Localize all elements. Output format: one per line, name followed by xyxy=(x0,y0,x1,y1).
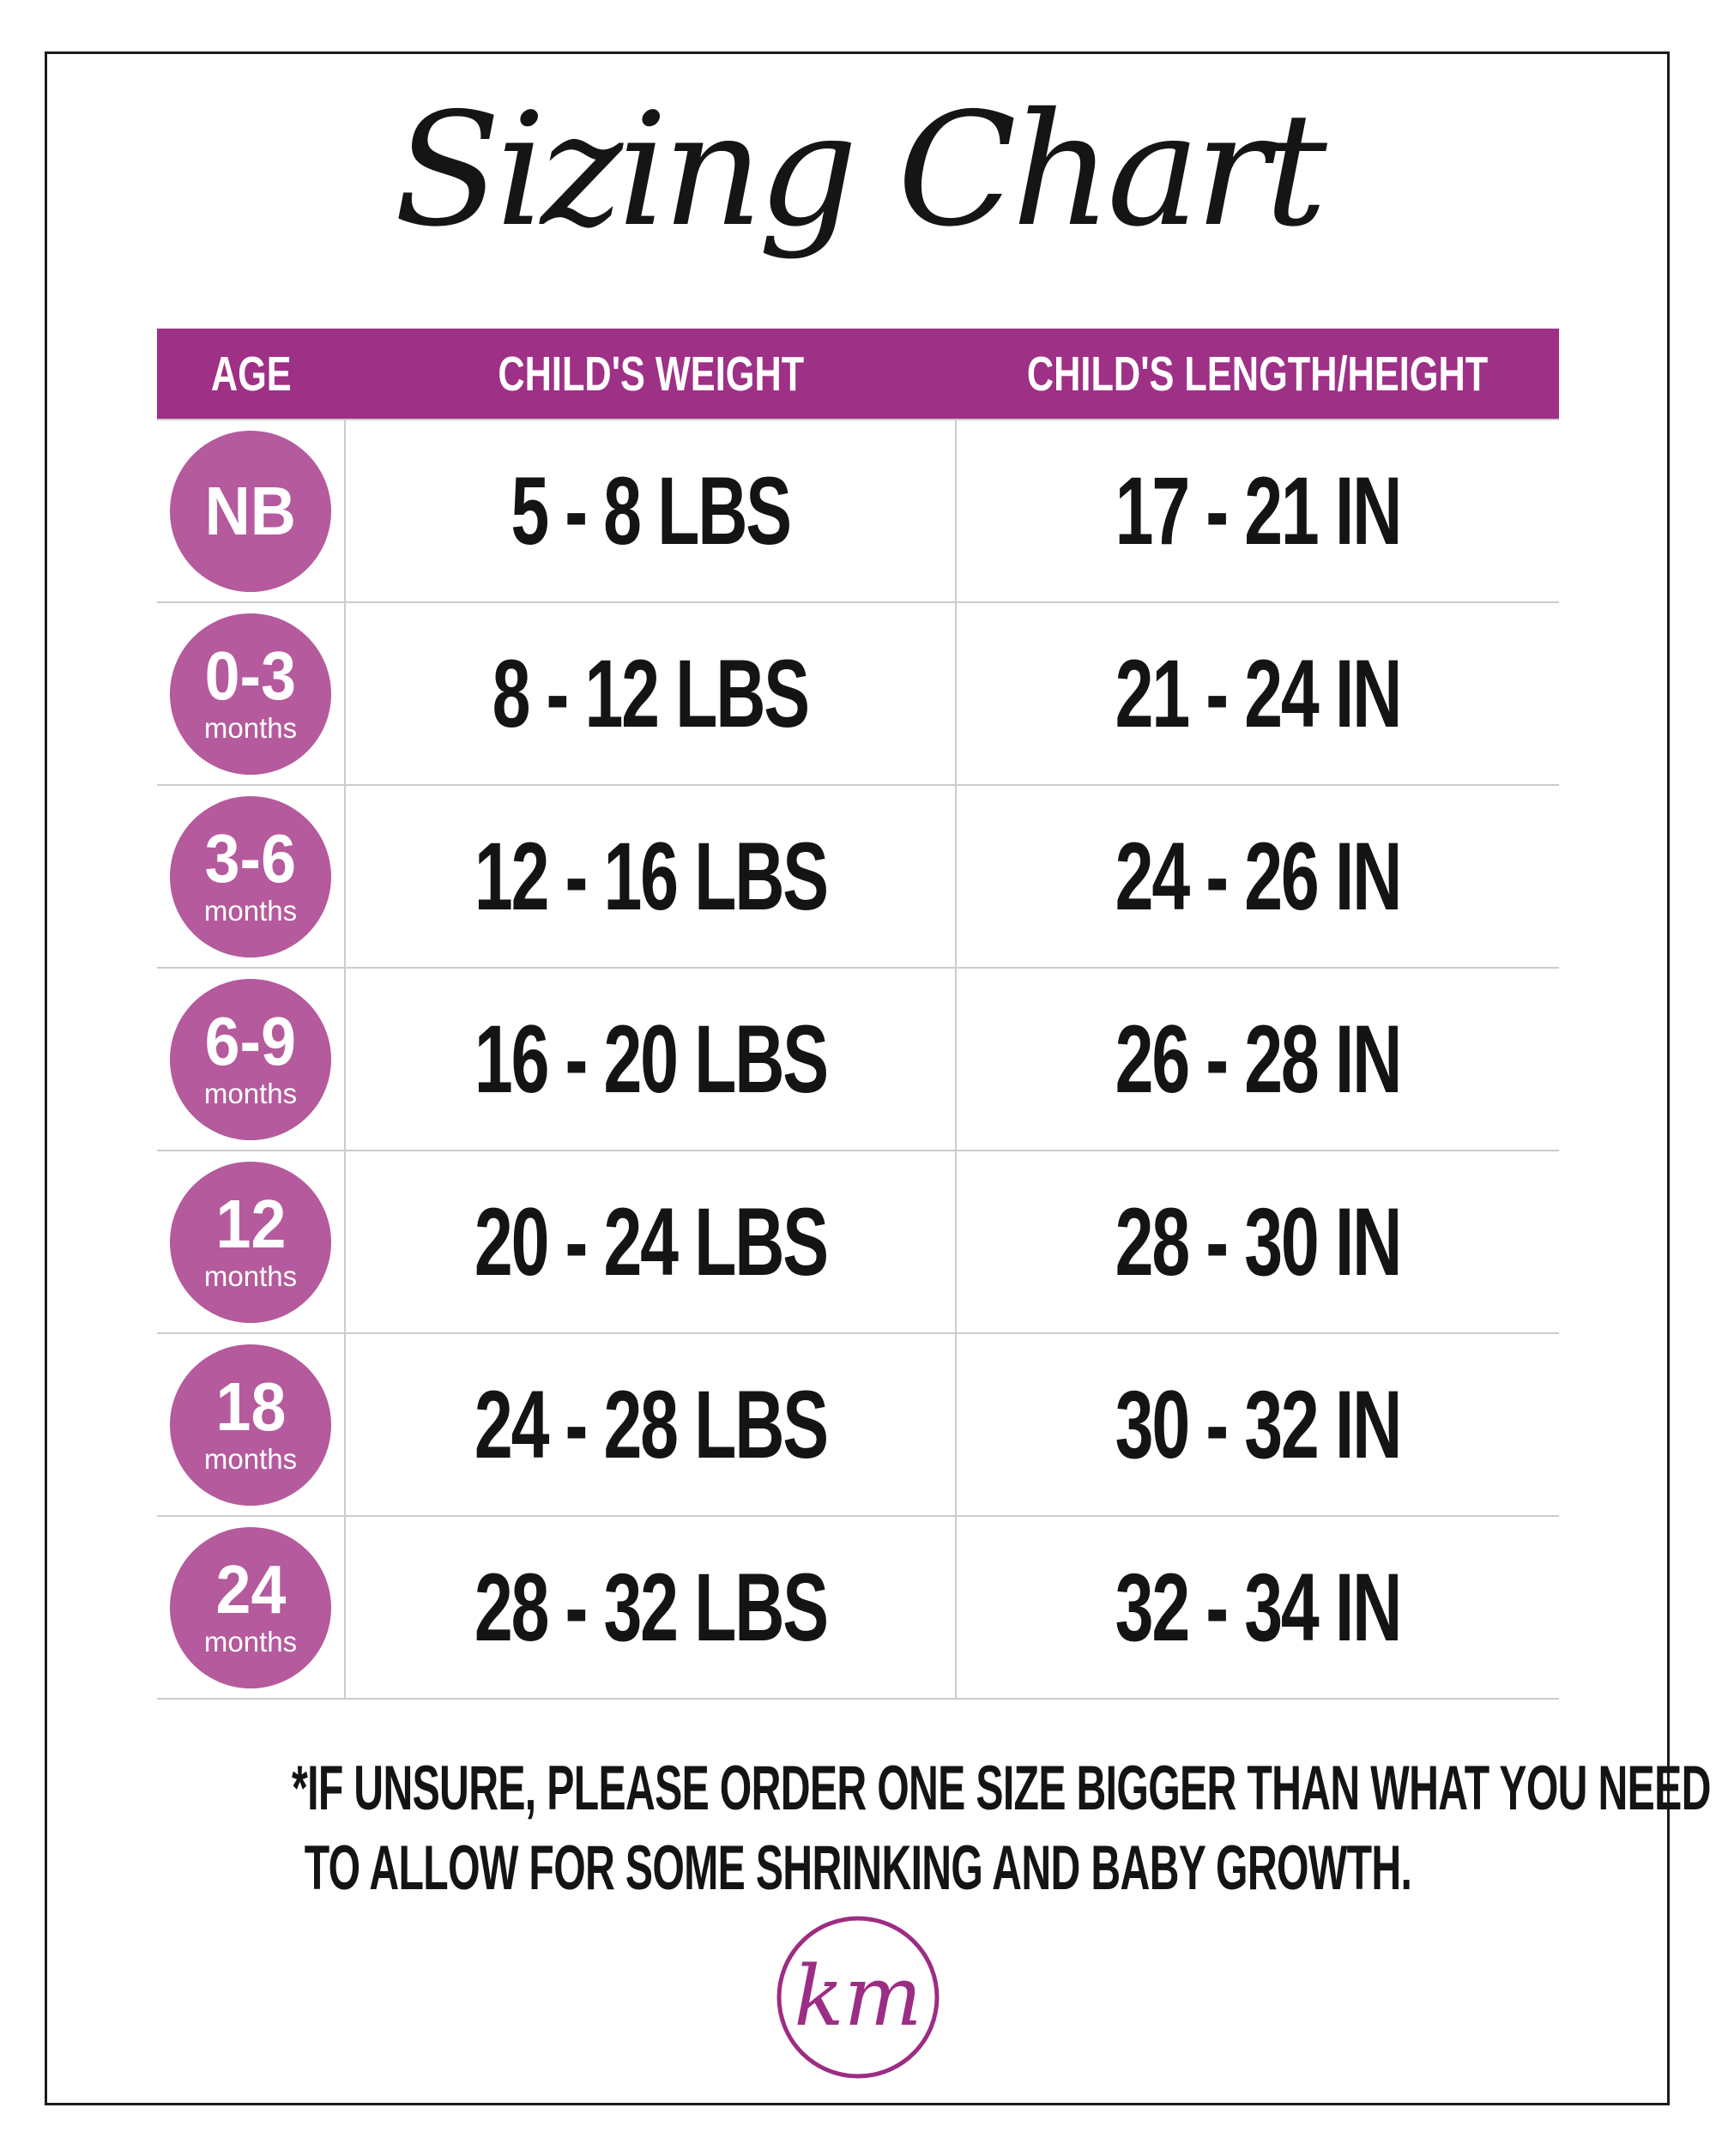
age-unit: months xyxy=(203,711,298,744)
km-logo: km xyxy=(776,1916,940,2079)
age-badge: 24 months xyxy=(170,1526,331,1688)
age-badge: 3-6 months xyxy=(170,795,331,957)
disclaimer-line-1: *IF UNSURE, PLEASE ORDER ONE SIZE BIGGER… xyxy=(292,1754,1711,1823)
age-badge: NB xyxy=(170,430,331,592)
age-value: 12 xyxy=(215,1185,286,1262)
height-value: 21 - 24 IN xyxy=(1115,640,1403,747)
weight-value: 28 - 32 LBS xyxy=(474,1554,829,1661)
weight-value: 20 - 24 LBS xyxy=(474,1188,829,1295)
height-cell: 30 - 32 IN xyxy=(957,1334,1559,1515)
age-value: 24 xyxy=(215,1550,286,1628)
height-cell: 17 - 21 IN xyxy=(957,420,1559,601)
weight-value: 16 - 20 LBS xyxy=(474,1006,829,1113)
table-row: 18 months 24 - 28 LBS 30 - 32 IN xyxy=(157,1334,1559,1517)
sizing-disclaimer: *IF UNSURE, PLEASE ORDER ONE SIZE BIGGER… xyxy=(0,1748,1716,1909)
height-value: 17 - 21 IN xyxy=(1115,457,1403,565)
age-unit: months xyxy=(203,1442,298,1475)
age-cell: NB xyxy=(157,420,346,601)
height-cell: 24 - 26 IN xyxy=(957,786,1559,967)
age-unit: months xyxy=(203,894,298,927)
table-row: 0-3 months 8 - 12 LBS 21 - 24 IN xyxy=(157,603,1559,786)
disclaimer-line-2: TO ALLOW FOR SOME SHRINKING AND BABY GRO… xyxy=(304,1833,1412,1904)
weight-cell: 20 - 24 LBS xyxy=(346,1151,957,1332)
column-header-age: AGE xyxy=(211,346,292,402)
age-cell: 3-6 months xyxy=(157,786,346,967)
height-cell: 21 - 24 IN xyxy=(957,603,1559,784)
weight-value: 24 - 28 LBS xyxy=(474,1371,829,1478)
age-unit: months xyxy=(203,1625,298,1658)
weight-cell: 5 - 8 LBS xyxy=(346,420,957,601)
page-title: Sizing Chart xyxy=(394,79,1327,261)
weight-cell: 16 - 20 LBS xyxy=(346,969,957,1150)
weight-value: 5 - 8 LBS xyxy=(511,457,792,565)
column-header-length-height: CHILD'S LENGTH/HEIGHT xyxy=(1027,346,1489,402)
age-unit: months xyxy=(203,1077,298,1109)
height-value: 24 - 26 IN xyxy=(1115,823,1403,930)
age-cell: 24 months xyxy=(157,1517,346,1698)
age-cell: 0-3 months xyxy=(157,603,346,784)
age-value: 18 xyxy=(215,1368,286,1445)
column-header-weight: CHILD'S WEIGHT xyxy=(498,346,805,402)
weight-cell: 8 - 12 LBS xyxy=(346,603,957,784)
age-badge: 0-3 months xyxy=(170,613,331,775)
age-badge: 12 months xyxy=(170,1161,331,1323)
table-row: 3-6 months 12 - 16 LBS 24 - 26 IN xyxy=(157,786,1559,969)
age-cell: 18 months xyxy=(157,1334,346,1515)
height-value: 28 - 30 IN xyxy=(1115,1188,1403,1295)
height-cell: 26 - 28 IN xyxy=(957,969,1559,1150)
table-header-row: AGE CHILD'S WEIGHT CHILD'S LENGTH/HEIGHT xyxy=(157,329,1559,419)
age-cell: 12 months xyxy=(157,1151,346,1332)
age-value: 0-3 xyxy=(204,637,297,714)
age-unit: months xyxy=(203,1259,298,1292)
weight-cell: 24 - 28 LBS xyxy=(346,1334,957,1515)
table-row: 12 months 20 - 24 LBS 28 - 30 IN xyxy=(157,1151,1559,1334)
km-logo-circle xyxy=(776,1916,940,2079)
age-badge: 6-9 months xyxy=(170,978,331,1140)
age-badge: 18 months xyxy=(170,1344,331,1506)
age-cell: 6-9 months xyxy=(157,969,346,1150)
weight-value: 12 - 16 LBS xyxy=(474,823,829,930)
height-value: 30 - 32 IN xyxy=(1115,1371,1403,1478)
age-value: 3-6 xyxy=(204,819,297,897)
height-cell: 32 - 34 IN xyxy=(957,1517,1559,1698)
height-value: 26 - 28 IN xyxy=(1115,1006,1403,1113)
age-value: 6-9 xyxy=(204,1002,297,1079)
height-cell: 28 - 30 IN xyxy=(957,1151,1559,1332)
weight-value: 8 - 12 LBS xyxy=(492,640,810,747)
table-row: 6-9 months 16 - 20 LBS 26 - 28 IN xyxy=(157,969,1559,1151)
height-value: 32 - 34 IN xyxy=(1115,1554,1403,1661)
sizing-table: AGE CHILD'S WEIGHT CHILD'S LENGTH/HEIGHT… xyxy=(157,329,1559,1700)
table-row: 24 months 28 - 32 LBS 32 - 34 IN xyxy=(157,1517,1559,1700)
weight-cell: 12 - 16 LBS xyxy=(346,786,957,967)
table-row: NB 5 - 8 LBS 17 - 21 IN xyxy=(157,420,1559,603)
weight-cell: 28 - 32 LBS xyxy=(346,1517,957,1698)
table-body: NB 5 - 8 LBS 17 - 21 IN 0-3 months xyxy=(157,419,1559,1700)
km-logo-text: km xyxy=(794,1948,921,2044)
page-border xyxy=(45,51,1670,2105)
age-value: NB xyxy=(204,472,297,549)
